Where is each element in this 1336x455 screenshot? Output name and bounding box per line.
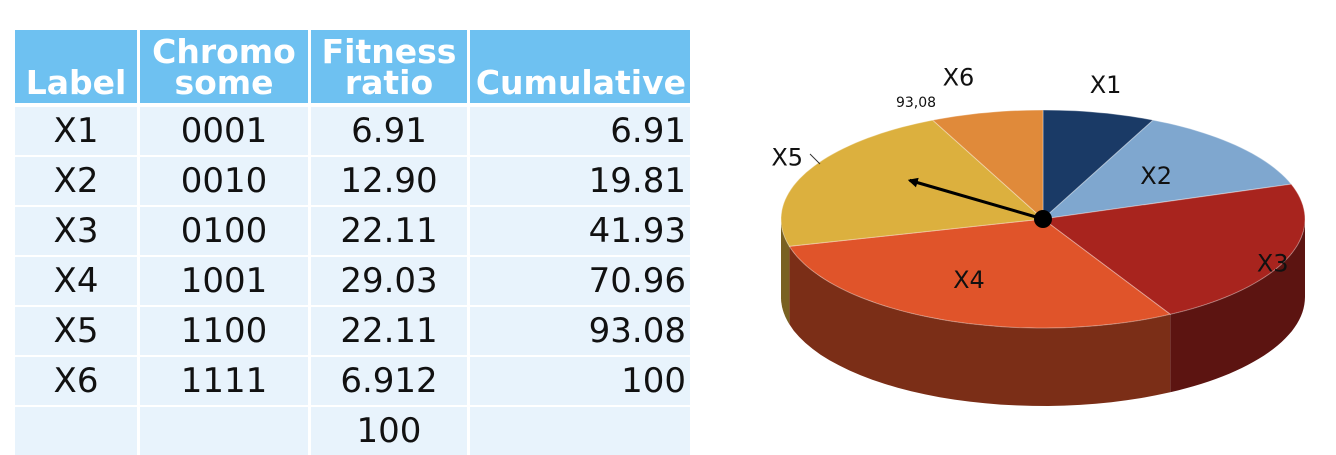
pie-side-walls	[781, 219, 1305, 406]
table-row: X5 1100 22.11 93.08	[15, 305, 690, 355]
x5-leader-line	[809, 153, 821, 165]
cell-fitness: 22.11	[311, 205, 467, 255]
cell-label: X3	[15, 205, 137, 255]
cell-chromosome: 0010	[140, 155, 308, 205]
header-cumulative: Cumulative	[470, 30, 690, 103]
cell-label: X2	[15, 155, 137, 205]
table-row: X4 1001 29.03 70.96	[15, 255, 690, 305]
cell-fitness: 12.90	[311, 155, 467, 205]
cell-fitness: 6.91	[311, 103, 467, 155]
header-word: Cumulative	[475, 63, 686, 102]
pointer-hub	[1034, 210, 1052, 228]
table-header-row: Label Chromo some Fitness ratio Cumulative	[15, 30, 690, 103]
table-row: X3 0100 22.11 41.93	[15, 205, 690, 255]
cell-cumulative	[470, 405, 690, 455]
pie-label-x2: X2	[1140, 162, 1172, 190]
cell-cumulative: 100	[470, 355, 690, 405]
cell-label: X6	[15, 355, 137, 405]
cell-label: X4	[15, 255, 137, 305]
pie-slice-x4	[788, 218, 1172, 329]
table-row: X2 0010 12.90 19.81	[15, 155, 690, 205]
pointer-arrow	[907, 177, 1044, 221]
cell-cumulative: 70.96	[470, 255, 690, 305]
cell-chromosome: 1001	[140, 255, 308, 305]
header-word: Label	[25, 63, 127, 102]
pie-slice-x1	[1042, 109, 1155, 221]
pie-side-x4	[789, 246, 1171, 406]
pie-side-x5	[781, 219, 790, 325]
cell-label: X5	[15, 305, 137, 355]
cell-label	[15, 405, 137, 455]
cell-chromosome	[140, 405, 308, 455]
header-word: Chromo	[152, 32, 296, 71]
header-chromosome: Chromo some	[140, 30, 308, 103]
pie-label-x4: X4	[953, 266, 985, 294]
cell-fitness: 22.11	[311, 305, 467, 355]
header-label: Label	[15, 30, 137, 103]
header-fitness-ratio: Fitness ratio	[311, 30, 467, 103]
pie-overlay	[907, 177, 1052, 228]
pie-label-x6: X6	[943, 64, 975, 92]
pie-side-x3	[1170, 219, 1305, 393]
pie-label-x1: X1	[1090, 71, 1122, 99]
pie-labels: X1 X2 X3 X4 X5 X6 93,08	[771, 64, 1288, 295]
header-word: ratio	[344, 63, 434, 102]
table-row: 100	[15, 405, 690, 455]
header-word: some	[174, 63, 274, 102]
pie-label-x3: X3	[1257, 249, 1289, 277]
cell-fitness: 29.03	[311, 255, 467, 305]
fitness-table: Label Chromo some Fitness ratio Cumulative…	[12, 30, 693, 455]
cell-cumulative: 41.93	[470, 205, 690, 255]
pie-label-x5: X5	[771, 144, 803, 172]
cell-fitness: 6.912	[311, 355, 467, 405]
table-row: X1 0001 6.91 6.91	[15, 103, 690, 155]
cell-chromosome: 0100	[140, 205, 308, 255]
table-row: X6 1111 6.912 100	[15, 355, 690, 405]
roulette-wheel-pie-chart: X1 X2 X3 X4 X5 X6 93,08	[771, 64, 1306, 406]
pie-top-slices	[780, 109, 1306, 329]
cell-fitness: 100	[311, 405, 467, 455]
cell-cumulative: 6.91	[470, 103, 690, 155]
fitness-table-container: Label Chromo some Fitness ratio Cumulative…	[12, 30, 693, 455]
pie-slice-x2	[1041, 119, 1293, 220]
cell-chromosome: 1111	[140, 355, 308, 405]
cumulative-annotation: 93,08	[896, 95, 936, 111]
cell-chromosome: 1100	[140, 305, 308, 355]
cell-cumulative: 19.81	[470, 155, 690, 205]
header-word: Fitness	[321, 32, 457, 71]
cell-cumulative: 93.08	[470, 305, 690, 355]
cell-chromosome: 0001	[140, 103, 308, 155]
table-body: X1 0001 6.91 6.91 X2 0010 12.90 19.81 X3 0100 22.1…	[15, 103, 690, 455]
cell-label: X1	[15, 103, 137, 155]
pie-slice-x6	[931, 109, 1044, 221]
pie-slice-x3	[1041, 183, 1306, 315]
